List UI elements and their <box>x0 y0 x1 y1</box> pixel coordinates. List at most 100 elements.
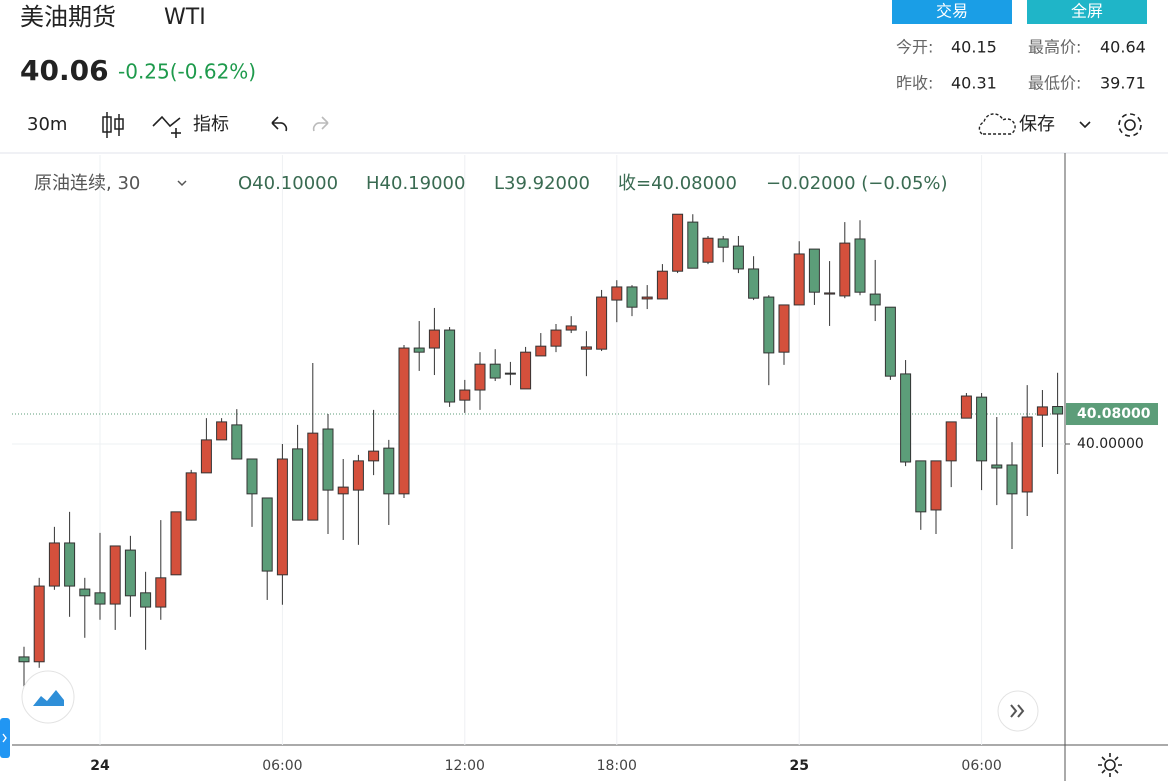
candle-body <box>580 346 592 350</box>
price-change: -0.25(-0.62%) <box>118 60 256 84</box>
indicators-icon[interactable] <box>152 115 181 138</box>
candle-body <box>322 428 334 491</box>
redo-button[interactable] <box>312 116 329 132</box>
undo-button[interactable] <box>271 116 288 132</box>
candle-body <box>368 450 380 462</box>
candle-body <box>155 577 167 608</box>
x-tick-label: 12:00 <box>445 758 485 774</box>
candle-body <box>79 588 91 597</box>
candle-body <box>64 542 76 587</box>
candle-body <box>398 347 410 495</box>
candle-body <box>930 460 942 511</box>
legend-high: H40.19000 <box>366 173 465 194</box>
candle-body <box>687 221 699 269</box>
candle-body <box>444 329 456 403</box>
plot <box>12 155 1065 745</box>
symbol: WTI <box>164 5 206 30</box>
axis-settings-button[interactable] <box>1098 753 1122 777</box>
candle-body <box>793 253 805 306</box>
candle-body <box>808 248 820 293</box>
candle-body <box>763 296 775 354</box>
candle-body <box>33 585 45 663</box>
save-menu-chevron[interactable] <box>1079 121 1091 129</box>
legend-symbol[interactable]: 原油连续, 30 <box>34 173 140 194</box>
stat-value: 39.71 <box>1100 74 1146 93</box>
candle-body <box>976 396 988 462</box>
candle-body <box>140 592 152 608</box>
candle-body <box>869 293 881 306</box>
candle-body <box>611 286 623 301</box>
stat-value: 40.64 <box>1100 38 1146 57</box>
candle-body <box>489 363 501 379</box>
x-tick-label: 24 <box>90 758 110 774</box>
x-tick-label: 25 <box>789 758 808 774</box>
fullscreen-button[interactable] <box>1027 0 1147 24</box>
x-tick-label: 18:00 <box>597 758 637 774</box>
candle-body <box>839 242 851 297</box>
candle-body <box>900 373 912 463</box>
price: 40.06 <box>20 54 109 87</box>
candle-body <box>991 464 1003 469</box>
candle-body <box>307 432 319 521</box>
chart-type-button[interactable] <box>102 112 124 138</box>
save-icon[interactable] <box>978 113 1016 135</box>
candle-body <box>1021 416 1033 493</box>
candle-body <box>18 656 30 663</box>
candle-body <box>124 549 136 597</box>
stat-value: 40.15 <box>951 38 997 57</box>
candle-body <box>884 306 896 377</box>
candle-body <box>292 448 304 521</box>
candle-body <box>748 268 760 299</box>
candle-body <box>109 545 121 605</box>
last-price-label: 40.08000 <box>1077 406 1151 422</box>
candle-body <box>170 511 182 576</box>
legend-chevron[interactable] <box>177 180 187 187</box>
candle-body <box>915 460 927 513</box>
candle-body <box>459 389 471 401</box>
candle-body <box>641 296 653 300</box>
candle-body <box>520 351 532 390</box>
candle-body <box>717 238 729 248</box>
stat-label: 昨收: <box>896 74 933 93</box>
logo-button[interactable] <box>21 670 75 724</box>
candle-body <box>626 286 638 308</box>
interval-button[interactable]: 30m <box>27 114 67 135</box>
stat-label: 最高价: <box>1028 38 1081 57</box>
x-tick-label: 06:00 <box>262 758 302 774</box>
candle-body <box>337 486 349 495</box>
candle-body <box>960 395 972 419</box>
trade-button-label[interactable]: 交易 <box>936 2 968 21</box>
candle-body <box>383 447 395 495</box>
candle-body <box>732 245 744 270</box>
candle-body <box>216 421 228 441</box>
scroll-to-latest-button[interactable] <box>997 690 1039 732</box>
candle-body <box>413 347 425 353</box>
trade-button[interactable] <box>892 0 1012 24</box>
candle-body <box>231 424 243 460</box>
indicators-button[interactable]: 指标 <box>193 114 229 135</box>
candle-body <box>246 458 258 495</box>
x-tick-label: 06:00 <box>961 758 1001 774</box>
candle-body <box>778 304 790 353</box>
candle-body <box>550 329 562 347</box>
side-panel-tab[interactable] <box>0 718 10 758</box>
candle-body <box>261 497 273 572</box>
candle-body <box>1052 406 1064 415</box>
save-button[interactable]: 保存 <box>1019 114 1055 135</box>
candle-body <box>48 542 60 587</box>
settings-button[interactable] <box>1118 113 1142 137</box>
candle-body <box>504 372 516 375</box>
candle-body <box>1006 464 1018 495</box>
candle-body <box>596 296 608 350</box>
fullscreen-button-label[interactable]: 全屏 <box>1071 2 1103 21</box>
legend-close: 收=40.08000 <box>618 173 737 194</box>
candle-body <box>702 237 714 263</box>
legend-low: L39.92000 <box>494 173 590 194</box>
candle-body <box>672 213 684 272</box>
stat-label: 最低价: <box>1028 74 1081 93</box>
candle-body <box>1036 406 1048 416</box>
y-tick-label: 40.00000 <box>1077 436 1144 452</box>
